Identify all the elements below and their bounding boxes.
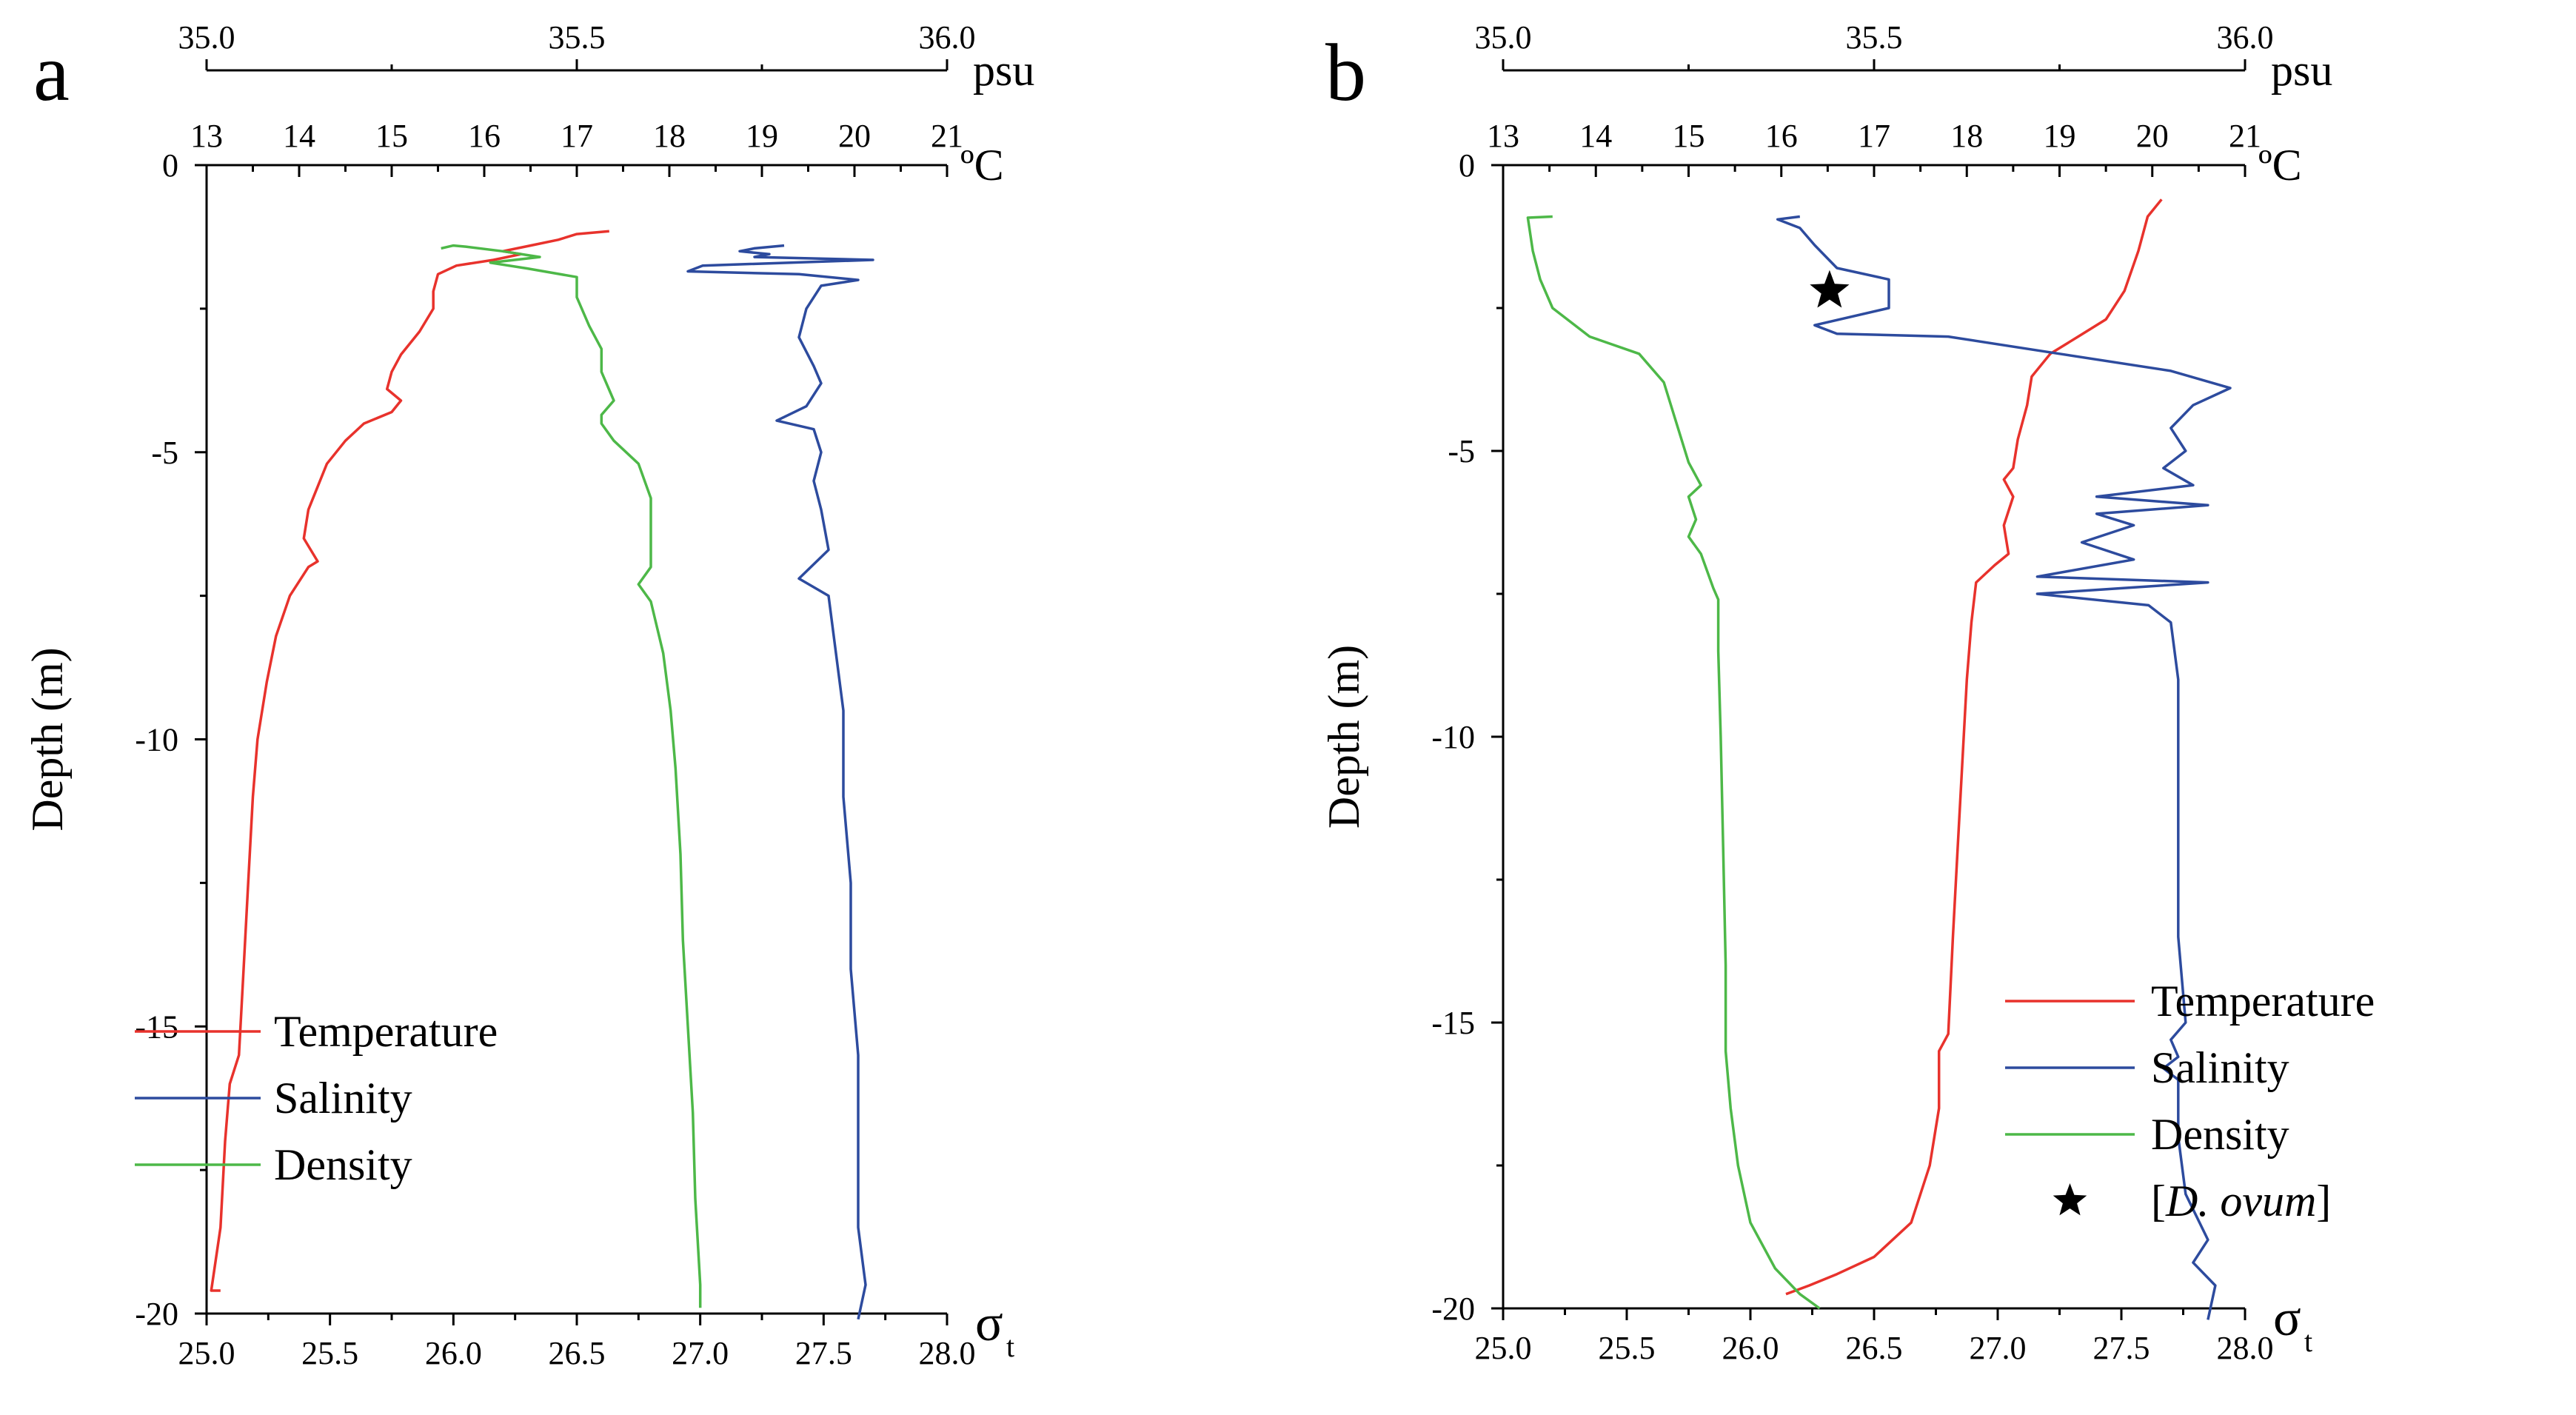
density-tick-label: 26.0 [1722,1330,1779,1366]
depth-tick-label: 0 [162,147,178,184]
density-tick-label: 26.0 [425,1335,482,1371]
legend-bracket-close: ] [2316,1177,2331,1225]
density-unit-label: σ [975,1295,1003,1352]
temperature-tick-label: 13 [190,118,223,154]
temperature-unit-label: ºC [960,141,1004,190]
temperature-tick-label: 14 [283,118,315,154]
depth-tick-label: -10 [1431,719,1475,755]
density-tick-label: 27.0 [672,1335,729,1371]
series-line-density [1526,215,1821,1310]
legend-swatch-d-ovum-star [2053,1183,2087,1216]
density-unit-subscript: t [1006,1330,1014,1363]
temperature-tick-label: 21 [931,118,963,154]
density-tick-label: 26.5 [549,1335,606,1371]
panel-label: a [33,27,70,118]
series-line-temperature [210,230,609,1292]
depth-tick-label: -15 [1431,1005,1475,1041]
density-tick-label: 25.0 [1475,1330,1532,1366]
salinity-tick-label: 36.0 [919,19,976,56]
series-line-temperature [1785,198,2163,1296]
temperature-tick-label: 21 [2229,118,2261,154]
legend-species-name: D. ovum [2165,1177,2316,1225]
density-tick-label: 26.5 [1846,1330,1903,1366]
temperature-tick-label: 14 [1579,118,1612,154]
temperature-tick-label: 20 [838,118,871,154]
legend: Temperature Salinity Density [135,1007,498,1189]
depth-tick-label: -5 [151,435,178,471]
depth-tick-label: -5 [1448,433,1475,469]
density-unit-label: σ [2273,1290,2301,1347]
temperature-tick-label: 15 [375,118,408,154]
temperature-tick-label: 17 [561,118,593,154]
legend-label-density: Density [274,1140,412,1189]
series-line-salinity [1776,215,2232,1320]
density-tick-label: 28.0 [919,1335,976,1371]
density-unit-subscript: t [2304,1325,2312,1358]
density-tick-label: 25.5 [1599,1330,1656,1366]
temperature-unit-label: ºC [2258,141,2302,190]
legend-label-d-ovum: [D. ovum] [2151,1177,2331,1225]
temperature-tick-label: 19 [746,118,778,154]
salinity-unit-label: psu [973,46,1034,95]
legend-bracket-open: [ [2151,1177,2166,1225]
depth-tick-label: -10 [135,722,178,758]
density-tick-label: 27.5 [2093,1330,2150,1366]
temperature-tick-label: 16 [1765,118,1798,154]
temperature-tick-label: 13 [1487,118,1519,154]
temperature-tick-label: 16 [468,118,501,154]
depth-tick-label: -15 [135,1008,178,1045]
temperature-tick-label: 20 [2136,118,2169,154]
depth-tick-label: -20 [1431,1291,1475,1327]
density-tick-label: 25.0 [178,1335,235,1371]
depth-axis-title: Depth (m) [1319,645,1368,829]
depth-tick-label: -20 [135,1296,178,1332]
temperature-tick-label: 19 [2044,118,2076,154]
series-line-salinity [686,244,874,1320]
legend-label-density: Density [2151,1110,2289,1159]
salinity-tick-label: 36.0 [2217,19,2274,56]
temperature-tick-label: 18 [653,118,686,154]
salinity-unit-label: psu [2271,46,2332,95]
salinity-tick-label: 35.0 [178,19,235,56]
salinity-tick-label: 35.5 [1846,19,1903,56]
density-tick-label: 27.5 [795,1335,852,1371]
depth-axis-title: Depth (m) [23,647,72,831]
legend-label-salinity: Salinity [2151,1043,2289,1092]
temperature-tick-label: 15 [1673,118,1705,154]
legend-label-temperature: Temperature [2151,977,2375,1026]
temperature-tick-label: 18 [1950,118,1983,154]
legend-label-temperature: Temperature [274,1007,498,1056]
salinity-tick-label: 35.5 [549,19,606,56]
depth-tick-label: 0 [1459,147,1475,184]
legend: Temperature Salinity Density [D. ovum] [2005,977,2375,1225]
legend-label-salinity: Salinity [274,1074,412,1123]
temperature-tick-label: 17 [1858,118,1890,154]
density-tick-label: 27.0 [1970,1330,2027,1366]
density-tick-label: 28.0 [2217,1330,2274,1366]
series-line-density [441,244,702,1308]
salinity-tick-label: 35.0 [1475,19,1532,56]
d-ovum-marker-star [1810,270,1850,308]
density-tick-label: 25.5 [301,1335,358,1371]
panel-label: b [1325,27,1366,118]
